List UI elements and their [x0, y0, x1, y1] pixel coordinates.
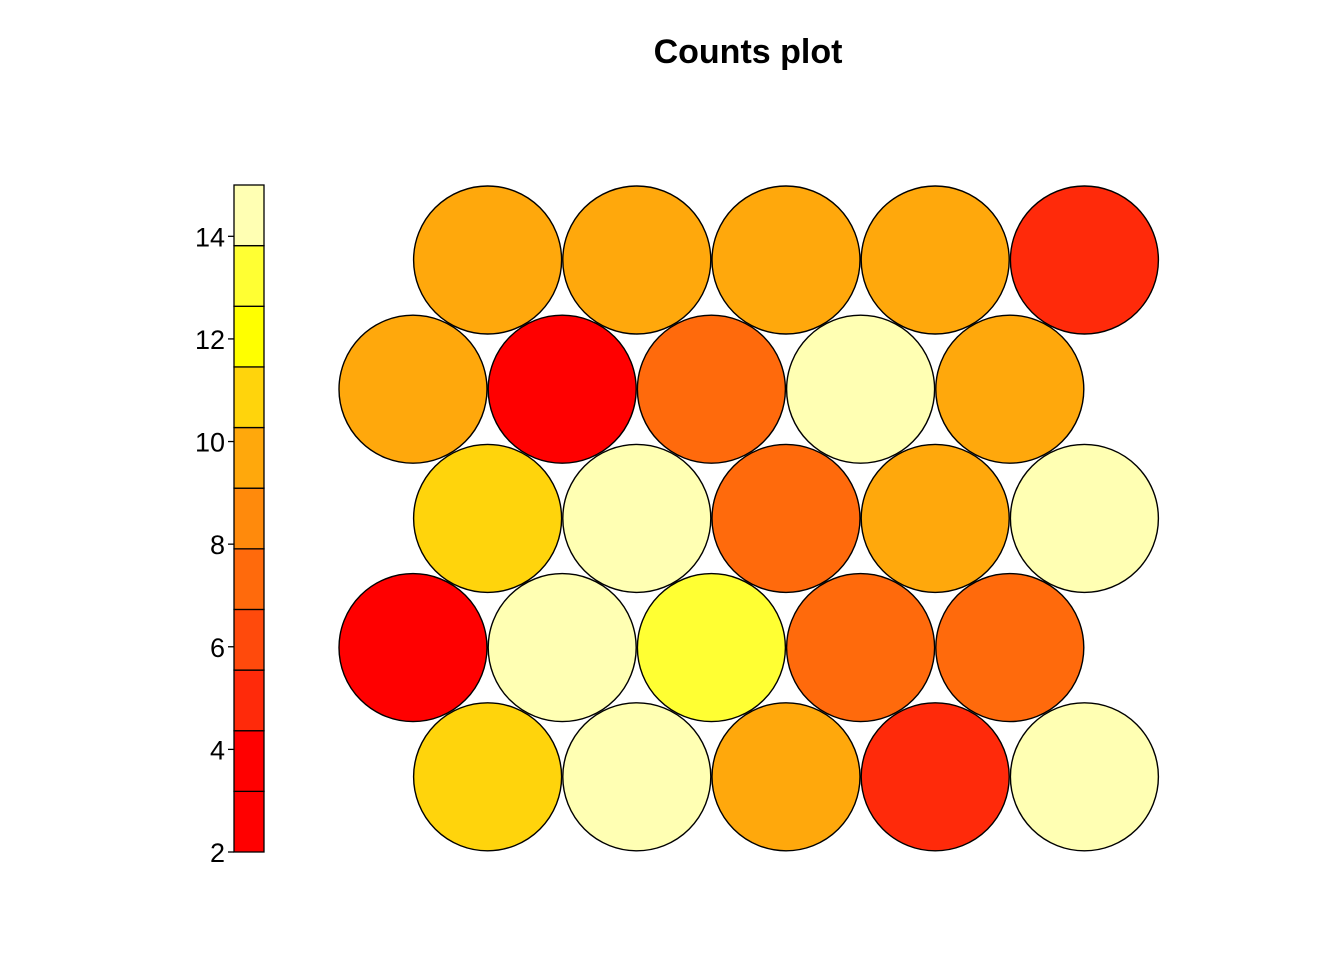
color-scale-bin [233, 790, 265, 853]
node-circle [711, 702, 861, 852]
node-circle [412, 185, 563, 335]
color-scale-bin [233, 244, 265, 307]
node-circle [785, 314, 936, 464]
node-circle [636, 572, 787, 723]
node-circle [935, 572, 1085, 723]
node-circle [860, 443, 1010, 594]
node-circle [562, 702, 712, 852]
node-circle [860, 702, 1010, 852]
node-circle [412, 702, 563, 852]
node-circle [711, 443, 861, 594]
color-scale-bin [233, 305, 265, 368]
node-circle [562, 185, 712, 335]
color-scale-bin [233, 608, 265, 671]
color-scale-tick-label: 6 [210, 633, 225, 663]
node-circle [412, 443, 563, 594]
color-scale-bin [233, 487, 265, 550]
color-scale-bin [233, 730, 265, 793]
color-scale-bin [233, 548, 265, 611]
node-circle [860, 185, 1010, 335]
node-circle [487, 314, 637, 464]
node-circle [1009, 702, 1160, 852]
color-scale-bin [233, 184, 265, 247]
color-scale-tick-label: 2 [210, 838, 225, 868]
node-circle [935, 314, 1085, 464]
color-scale-tick-label: 4 [210, 735, 225, 765]
color-scale-tick-label: 14 [195, 222, 225, 252]
node-circle [487, 572, 637, 723]
node-circle [338, 572, 488, 723]
node-circle [338, 314, 488, 464]
node-circles [338, 185, 1160, 852]
node-circle [711, 185, 861, 335]
node-circle [785, 572, 936, 723]
node-circle [1009, 185, 1160, 335]
node-circle [562, 443, 712, 594]
color-scale-tick-label: 10 [195, 428, 225, 458]
chart-title: Counts plot [654, 33, 843, 71]
color-scale-tick-label: 8 [210, 530, 225, 560]
node-circle [1009, 443, 1160, 594]
color-scale-bin [233, 426, 265, 489]
color-scale: 2 4 6 8 10 12 14 [195, 184, 265, 868]
color-scale-bin [233, 669, 265, 732]
node-circle [636, 314, 787, 464]
color-scale-tick-label: 12 [195, 325, 225, 355]
color-scale-bin [233, 366, 265, 429]
